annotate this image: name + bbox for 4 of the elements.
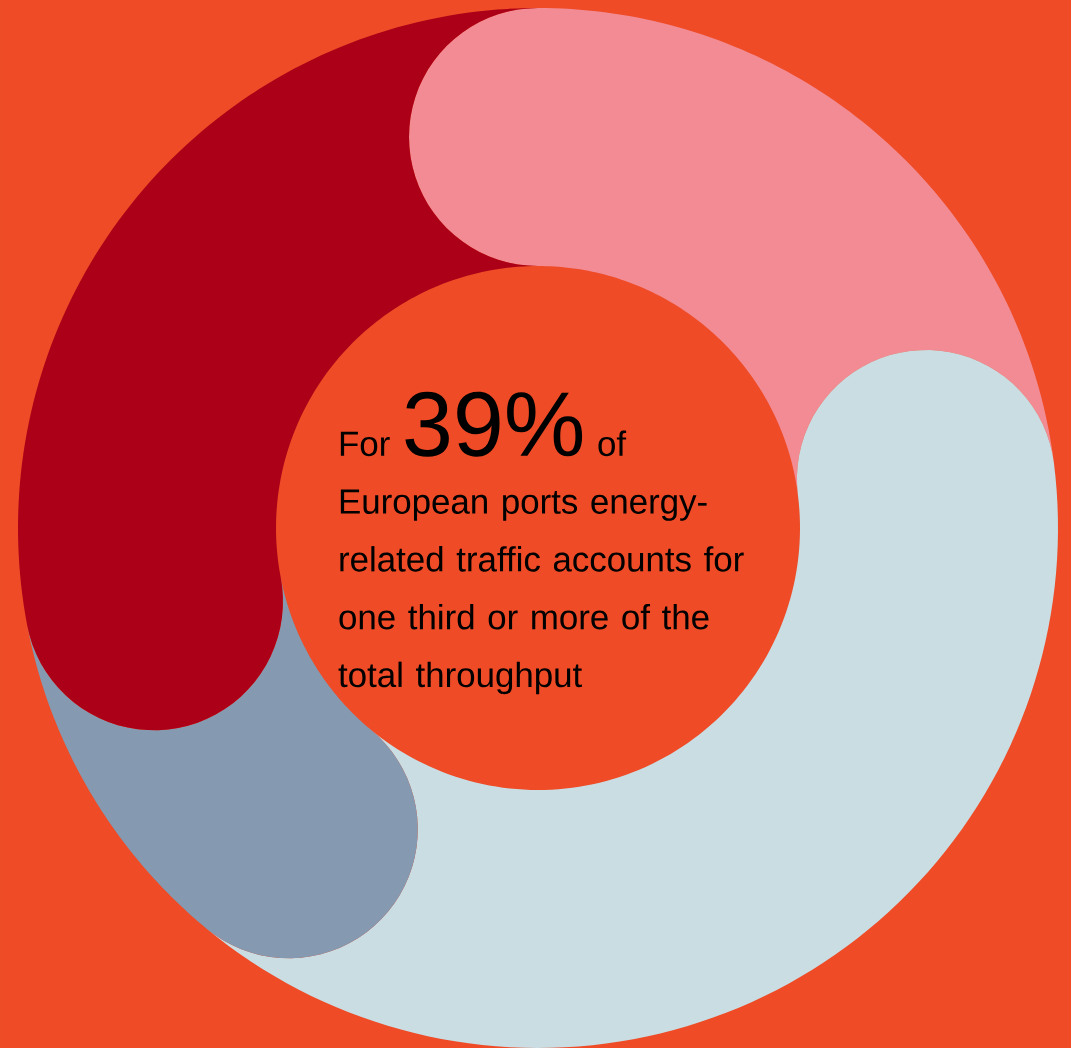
text: 39% <box>405 391 583 457</box>
text: of <box>598 430 627 457</box>
text: For <box>340 431 390 457</box>
text: European ports energy-related traffic accounts for one third or more of the total throughput <box>338 489 744 695</box>
